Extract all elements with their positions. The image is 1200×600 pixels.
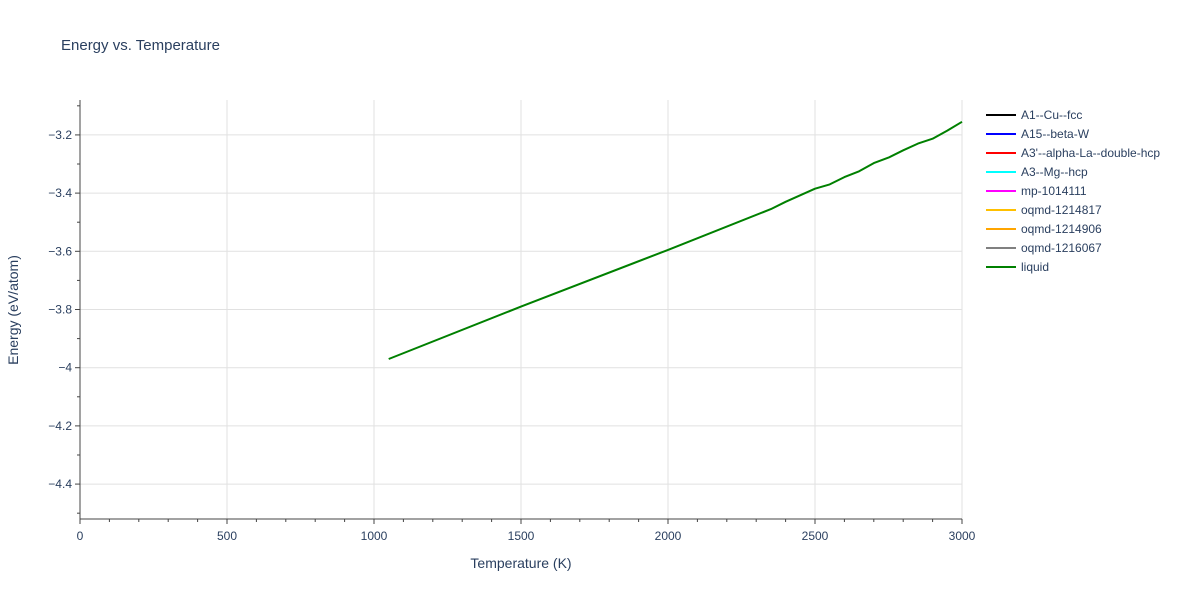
legend-label-oqmd-1214817: oqmd-1214817: [1021, 203, 1102, 217]
x-tick-label: 2000: [655, 529, 682, 543]
legend-label-a15-beta-w: A15--beta-W: [1021, 127, 1090, 141]
x-tick-label: 3000: [949, 529, 976, 543]
y-tick-label: −3.4: [48, 186, 72, 200]
x-axis-title: Temperature (K): [470, 555, 571, 571]
y-tick-label: −3.6: [48, 244, 72, 258]
legend-label-oqmd-1216067: oqmd-1216067: [1021, 241, 1102, 255]
y-tick-label: −4.2: [48, 419, 72, 433]
x-tick-label: 0: [77, 529, 84, 543]
plot-area: [388, 120, 963, 360]
x-tick-label: 2500: [802, 529, 829, 543]
grid: [80, 100, 963, 519]
legend-label-oqmd-1214906: oqmd-1214906: [1021, 222, 1102, 236]
legend-label-mp-1014111: mp-1014111: [1021, 184, 1087, 198]
y-tick-label: −4: [58, 361, 72, 375]
legend-label-a1-cu-fcc: A1--Cu--fcc: [1021, 108, 1082, 122]
y-tick-label: −3.2: [48, 128, 72, 142]
series-line-liquid: [388, 120, 963, 360]
x-tick-label: 500: [217, 529, 237, 543]
y-axis-title: Energy (eV/atom): [5, 255, 21, 365]
legend-label-a3-alpha-la-double-hcp: A3'--alpha-La--double-hcp: [1021, 146, 1160, 160]
legend-label-liquid: liquid: [1021, 260, 1049, 274]
legend-label-a3-mg-hcp: A3--Mg--hcp: [1021, 165, 1088, 179]
chart-title: Energy vs. Temperature: [61, 37, 220, 54]
y-tick-label: −4.4: [48, 477, 72, 491]
legend: A1--Cu--fcc A15--beta-W A3'--alpha-La--dou…: [986, 108, 1160, 274]
x-tick-label: 1500: [508, 529, 535, 543]
y-tick-label: −3.8: [48, 303, 72, 317]
x-tick-label: 1000: [361, 529, 388, 543]
axes: 0 500 1000 1500 2000 2500 3000 −3.2 −3.4 −3.6 −3.8…: [48, 100, 976, 543]
